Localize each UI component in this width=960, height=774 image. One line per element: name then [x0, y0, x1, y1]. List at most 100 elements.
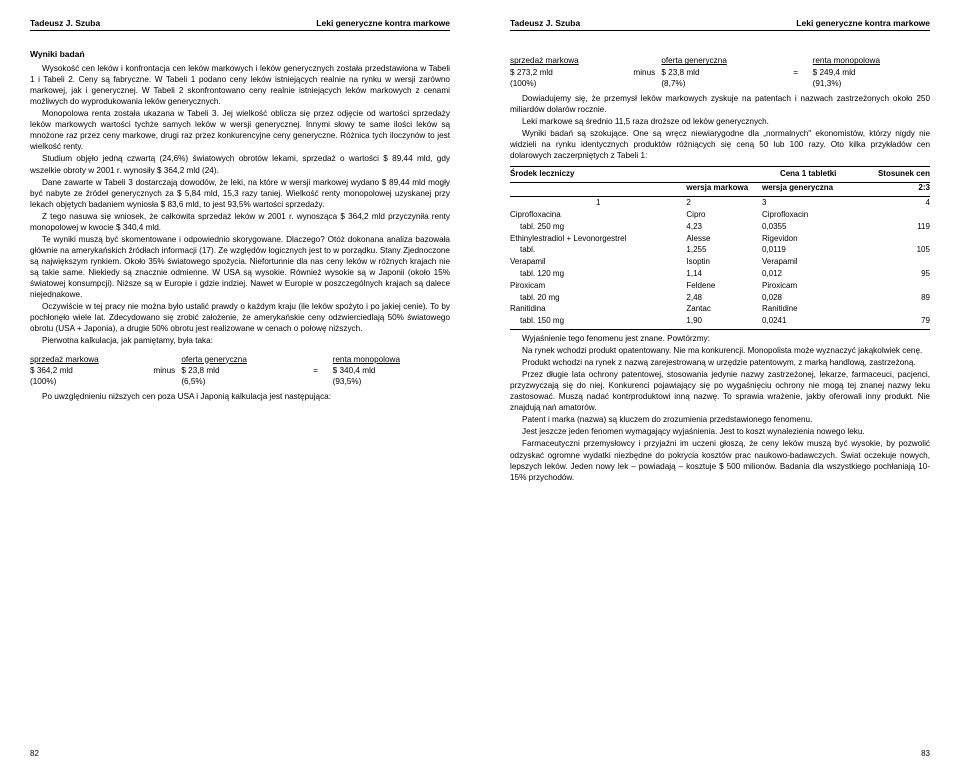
cell-drug: tabl. 150 mg: [510, 316, 686, 327]
coln: 3: [762, 198, 854, 209]
cell-brand: 1,14: [686, 269, 762, 280]
page-number: 82: [30, 749, 450, 760]
calc-pct: (100%): [510, 78, 627, 89]
cell-brand: 2,48: [686, 293, 762, 304]
two-page-spread: Tadeusz J. Szuba Leki generyczne kontra …: [0, 0, 960, 774]
th-price: Cena 1 tabletki: [762, 169, 854, 180]
paragraph: Oczywiście w tej pracy nie można było us…: [30, 301, 450, 334]
cell-ratio: 119: [854, 222, 930, 233]
calc-op: minus: [147, 365, 181, 376]
paragraph: Leki markowe są średnio 11,5 raza droższ…: [510, 116, 930, 127]
paragraph: Wysokość cen leków i konfrontacja cen le…: [30, 63, 450, 107]
calc-op: =: [299, 365, 333, 376]
cell-brand: 1,255: [686, 245, 762, 256]
price-table: Środek leczniczy Cena 1 tabletki Stosune…: [510, 166, 930, 330]
cell-drug: tabl. 120 mg: [510, 269, 686, 280]
calc-header: renta monopolowa: [813, 55, 930, 66]
header-author: Tadeusz J. Szuba: [510, 18, 580, 29]
table-row: RanitidinaZantacRanitidine: [510, 304, 930, 316]
cell-generic: Ciprofloxacin: [762, 210, 854, 221]
paragraph: Dane zawarte w Tabeli 3 dostarczają dowo…: [30, 177, 450, 210]
coln: 4: [854, 198, 930, 209]
cell-ratio: 79: [854, 316, 930, 327]
table-row: tabl. 20 mg2,480,02889: [510, 292, 930, 304]
calc-op: =: [779, 67, 813, 78]
th-brand: wersja markowa: [686, 183, 762, 194]
cell-drug: tabl.: [510, 245, 686, 256]
calc-header: renta monopolowa: [333, 354, 450, 365]
table-row: tabl. 150 mg1,900,024179: [510, 316, 930, 330]
table-row: tabl. 250 mg4,230,0355119: [510, 221, 930, 233]
calc-value: $ 23,8 mld: [181, 365, 298, 376]
paragraph: Wyniki badań są szokujące. One są wręcz …: [510, 128, 930, 161]
cell-ratio: [854, 210, 930, 221]
cell-ratio: [854, 257, 930, 268]
cell-ratio: [854, 234, 930, 245]
calc-pct: (91,3%): [813, 78, 930, 89]
header-author: Tadeusz J. Szuba: [30, 18, 100, 29]
paragraph: Produkt wchodzi na rynek z nazwą zarejes…: [510, 357, 930, 368]
calc-header: oferta generyczna: [661, 55, 778, 66]
cell-brand: Isoptin: [686, 257, 762, 268]
calculation-2: sprzedaż markowa oferta generyczna renta…: [510, 55, 930, 88]
cell-generic: 0,0355: [762, 222, 854, 233]
paragraph: Dowiadujemy się, że przemysł leków marko…: [510, 93, 930, 115]
cell-drug: Ranitidina: [510, 304, 686, 315]
calc-pct: (93,5%): [333, 376, 450, 387]
cell-ratio: [854, 304, 930, 315]
calculation-1: sprzedaż markowa oferta generyczna renta…: [30, 354, 450, 387]
cell-drug: Verapamil: [510, 257, 686, 268]
cell-ratio: 105: [854, 245, 930, 256]
paragraph: Jest jeszcze jeden fenomen wymagający wy…: [510, 426, 930, 437]
coln: 2: [686, 198, 762, 209]
coln: 1: [510, 198, 686, 209]
paragraph: Patent i marka (nazwa) są kluczem do zro…: [510, 414, 930, 425]
calc-value: $ 249,4 mld: [813, 67, 930, 78]
cell-drug: tabl. 250 mg: [510, 222, 686, 233]
cell-ratio: 95: [854, 269, 930, 280]
cell-generic: 0,0241: [762, 316, 854, 327]
header-title: Leki generyczne kontra markowe: [316, 18, 450, 29]
running-header: Tadeusz J. Szuba Leki generyczne kontra …: [30, 18, 450, 31]
paragraph: Z tego nasuwa się wniosek, że całkowita …: [30, 211, 450, 233]
calc-pct: (8,7%): [661, 78, 778, 89]
cell-ratio: [854, 281, 930, 292]
cell-brand: Zantac: [686, 304, 762, 315]
paragraph: Wyjaśnienie tego fenomenu jest znane. Po…: [510, 333, 930, 344]
table-row: tabl. 120 mg1,140,01295: [510, 268, 930, 280]
cell-generic: Ranitidine: [762, 304, 854, 315]
th-generic: wersja generyczna: [762, 183, 854, 194]
th-drug: Środek leczniczy: [510, 169, 686, 180]
cell-generic: 0,012: [762, 269, 854, 280]
paragraph: Studium objęło jedną czwartą (24,6%) świ…: [30, 153, 450, 175]
cell-generic: 0,0119: [762, 245, 854, 256]
running-header: Tadeusz J. Szuba Leki generyczne kontra …: [510, 18, 930, 31]
paragraph: Te wyniki muszą być skomentowane i odpow…: [30, 234, 450, 300]
cell-drug: Piroxicam: [510, 281, 686, 292]
calc-header: oferta generyczna: [181, 354, 298, 365]
calc-header: sprzedaż markowa: [30, 354, 147, 365]
cell-brand: 1,90: [686, 316, 762, 327]
calc-pct: (100%): [30, 376, 147, 387]
calc-op: minus: [627, 67, 661, 78]
cell-drug: tabl. 20 mg: [510, 293, 686, 304]
header-title: Leki generyczne kontra markowe: [796, 18, 930, 29]
paragraph: Na rynek wchodzi produkt opatentowany. N…: [510, 345, 930, 356]
th-ratio2: 2:3: [854, 183, 930, 194]
calc-value: $ 340,4 mld: [333, 365, 450, 376]
paragraph: Po uwzględnieniu niższych cen poza USA i…: [30, 391, 450, 402]
paragraph: Monopolowa renta została ukazana w Tabel…: [30, 108, 450, 152]
calc-value: $ 273,2 mld: [510, 67, 627, 78]
cell-brand: Feldene: [686, 281, 762, 292]
section-title: Wyniki badań: [30, 49, 450, 60]
cell-drug: Ethinylestradiol + Levonorgestrel: [510, 234, 686, 245]
left-page: Tadeusz J. Szuba Leki generyczne kontra …: [0, 0, 480, 774]
table-row: VerapamilIsoptinVerapamil: [510, 257, 930, 269]
cell-generic: Piroxicam: [762, 281, 854, 292]
cell-generic: Verapamil: [762, 257, 854, 268]
cell-brand: Cipro: [686, 210, 762, 221]
cell-brand: 4,23: [686, 222, 762, 233]
cell-drug: Ciprofloxacina: [510, 210, 686, 221]
calc-value: $ 364,2 mld: [30, 365, 147, 376]
th-ratio: Stosunek cen: [854, 169, 930, 180]
